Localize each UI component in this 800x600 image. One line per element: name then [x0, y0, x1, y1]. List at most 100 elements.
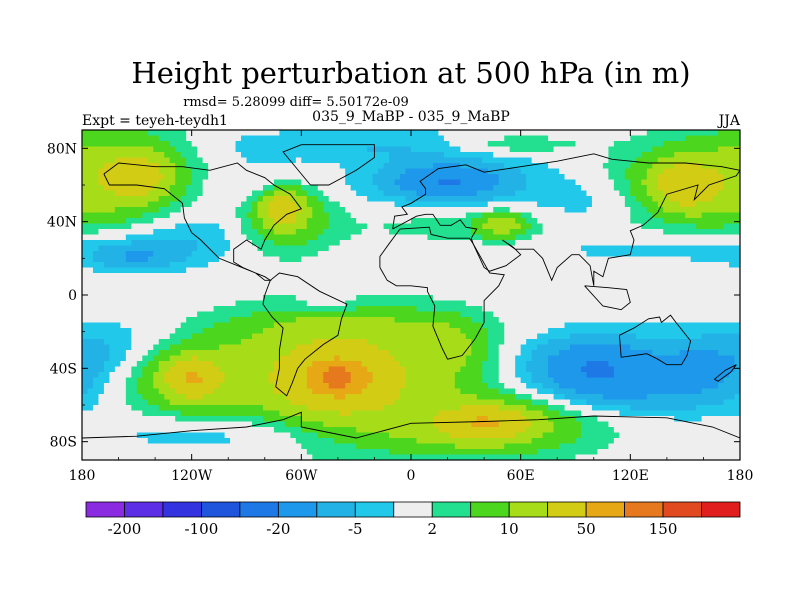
field-cell — [82, 267, 89, 274]
field-cell — [262, 322, 270, 329]
field-cell — [718, 179, 725, 186]
field-cell — [504, 251, 511, 258]
field-cell — [339, 256, 346, 263]
field-cell — [559, 218, 566, 225]
field-cell — [92, 201, 100, 208]
field-cell — [696, 229, 703, 236]
field-cell — [136, 339, 143, 346]
field-cell — [421, 289, 429, 296]
field-cell — [526, 278, 533, 285]
field-cell — [186, 168, 193, 175]
field-cell — [208, 168, 215, 175]
field-cell — [317, 333, 324, 340]
field-cell — [306, 168, 313, 175]
field-cell — [180, 339, 187, 346]
field-cell — [411, 163, 418, 170]
field-cell — [630, 350, 637, 357]
field-cell — [460, 251, 467, 258]
field-cell — [180, 284, 187, 291]
field-cell — [87, 273, 94, 280]
field-cell — [334, 174, 341, 181]
field-cell — [520, 201, 527, 208]
field-cell — [405, 240, 412, 247]
field-cell — [591, 350, 599, 357]
field-cell — [487, 152, 494, 159]
field-cell — [142, 135, 149, 142]
field-cell — [498, 212, 505, 219]
field-cell — [679, 130, 686, 137]
field-cell — [668, 207, 675, 214]
field-cell — [427, 251, 434, 258]
field-cell — [87, 174, 94, 181]
field-cell — [701, 218, 708, 225]
field-cell — [685, 267, 692, 274]
field-cell — [482, 179, 489, 186]
field-cell — [224, 157, 231, 164]
field-cell — [559, 267, 566, 274]
field-cell — [712, 185, 719, 192]
field-cell — [630, 185, 637, 192]
field-cell — [153, 135, 160, 142]
field-cell — [394, 179, 401, 186]
field-cell — [613, 152, 620, 159]
field-cell — [520, 251, 527, 258]
field-cell — [498, 185, 505, 192]
field-cell — [559, 295, 566, 302]
field-cell — [323, 240, 330, 247]
field-cell — [142, 262, 149, 269]
field-cell — [273, 163, 280, 170]
field-cell — [646, 201, 653, 208]
field-cell — [405, 300, 412, 307]
field-cell — [701, 300, 708, 307]
field-cell — [389, 322, 396, 329]
field-cell — [295, 212, 302, 219]
field-cell — [641, 284, 648, 291]
field-cell — [213, 317, 220, 324]
field-cell — [515, 179, 522, 186]
field-cell — [690, 157, 697, 164]
field-cell — [515, 218, 522, 225]
field-cell — [591, 130, 599, 137]
field-cell — [306, 262, 313, 269]
field-cell — [394, 295, 401, 302]
field-cell — [257, 328, 264, 335]
field-cell — [136, 284, 143, 291]
field-cell — [175, 311, 182, 318]
field-cell — [87, 141, 94, 148]
field-cell — [235, 311, 242, 318]
field-cell — [109, 311, 116, 318]
field-cell — [630, 328, 637, 335]
field-cell — [504, 328, 511, 335]
field-cell — [153, 295, 160, 302]
field-cell — [273, 311, 280, 318]
field-cell — [537, 300, 544, 307]
field-cell — [690, 251, 697, 258]
field-cell — [624, 234, 631, 241]
field-cell — [443, 289, 450, 296]
field-cell — [224, 278, 231, 285]
field-cell — [619, 196, 626, 203]
field-cell — [87, 229, 94, 236]
field-cell — [734, 311, 740, 318]
field-cell — [630, 141, 637, 148]
field-cell — [186, 223, 193, 230]
field-cell — [624, 190, 631, 197]
field-cell — [421, 190, 429, 197]
field-cell — [136, 350, 143, 357]
field-cell — [696, 185, 703, 192]
field-cell — [98, 234, 105, 241]
field-cell — [82, 130, 89, 137]
field-cell — [729, 278, 736, 285]
field-cell — [312, 207, 319, 214]
field-cell — [482, 344, 489, 351]
field-cell — [432, 179, 440, 186]
field-cell — [202, 311, 209, 318]
field-cell — [279, 317, 286, 324]
field-cell — [295, 152, 302, 159]
field-cell — [493, 141, 500, 148]
field-cell — [729, 163, 736, 170]
field-cell — [246, 350, 253, 357]
field-cell — [372, 212, 379, 219]
field-cell — [432, 174, 440, 181]
field-cell — [103, 306, 111, 313]
